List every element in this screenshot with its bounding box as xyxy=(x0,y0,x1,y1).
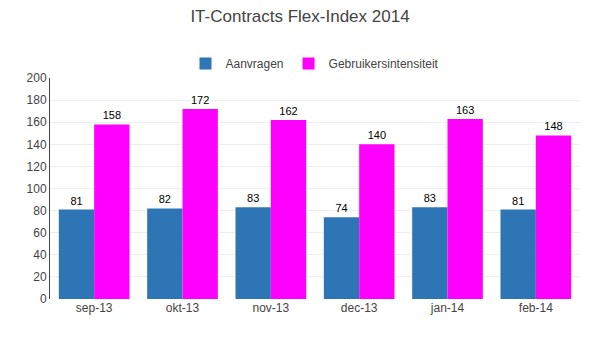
svg-text:100: 100 xyxy=(27,182,47,196)
svg-text:0: 0 xyxy=(40,292,47,306)
svg-text:74: 74 xyxy=(335,202,347,214)
svg-text:40: 40 xyxy=(33,248,47,262)
svg-text:83: 83 xyxy=(424,192,436,204)
svg-text:nov-13: nov-13 xyxy=(252,301,289,315)
svg-text:dec-13: dec-13 xyxy=(341,301,378,315)
svg-text:158: 158 xyxy=(103,109,121,121)
svg-text:200: 200 xyxy=(27,71,47,85)
svg-text:140: 140 xyxy=(27,138,47,152)
svg-text:160: 160 xyxy=(27,115,47,129)
svg-text:IT-Contracts Flex-Index 2014: IT-Contracts Flex-Index 2014 xyxy=(190,7,409,26)
svg-text:180: 180 xyxy=(27,93,47,107)
svg-text:82: 82 xyxy=(159,193,171,205)
svg-text:feb-14: feb-14 xyxy=(519,301,553,315)
svg-text:81: 81 xyxy=(512,195,524,207)
svg-text:80: 80 xyxy=(33,204,47,218)
svg-text:20: 20 xyxy=(33,270,47,284)
svg-text:jan-14: jan-14 xyxy=(430,301,465,315)
svg-text:83: 83 xyxy=(247,192,259,204)
svg-text:120: 120 xyxy=(27,160,47,174)
svg-text:okt-13: okt-13 xyxy=(166,301,200,315)
svg-text:60: 60 xyxy=(33,226,47,240)
svg-text:162: 162 xyxy=(279,105,297,117)
svg-text:148: 148 xyxy=(544,120,562,132)
svg-text:172: 172 xyxy=(191,94,209,106)
svg-text:sep-13: sep-13 xyxy=(76,301,113,315)
svg-text:Gebruikersintensiteit: Gebruikersintensiteit xyxy=(329,57,439,71)
svg-text:81: 81 xyxy=(70,195,82,207)
svg-text:140: 140 xyxy=(368,129,386,141)
svg-text:163: 163 xyxy=(456,104,474,116)
svg-text:Aanvragen: Aanvragen xyxy=(226,57,284,71)
